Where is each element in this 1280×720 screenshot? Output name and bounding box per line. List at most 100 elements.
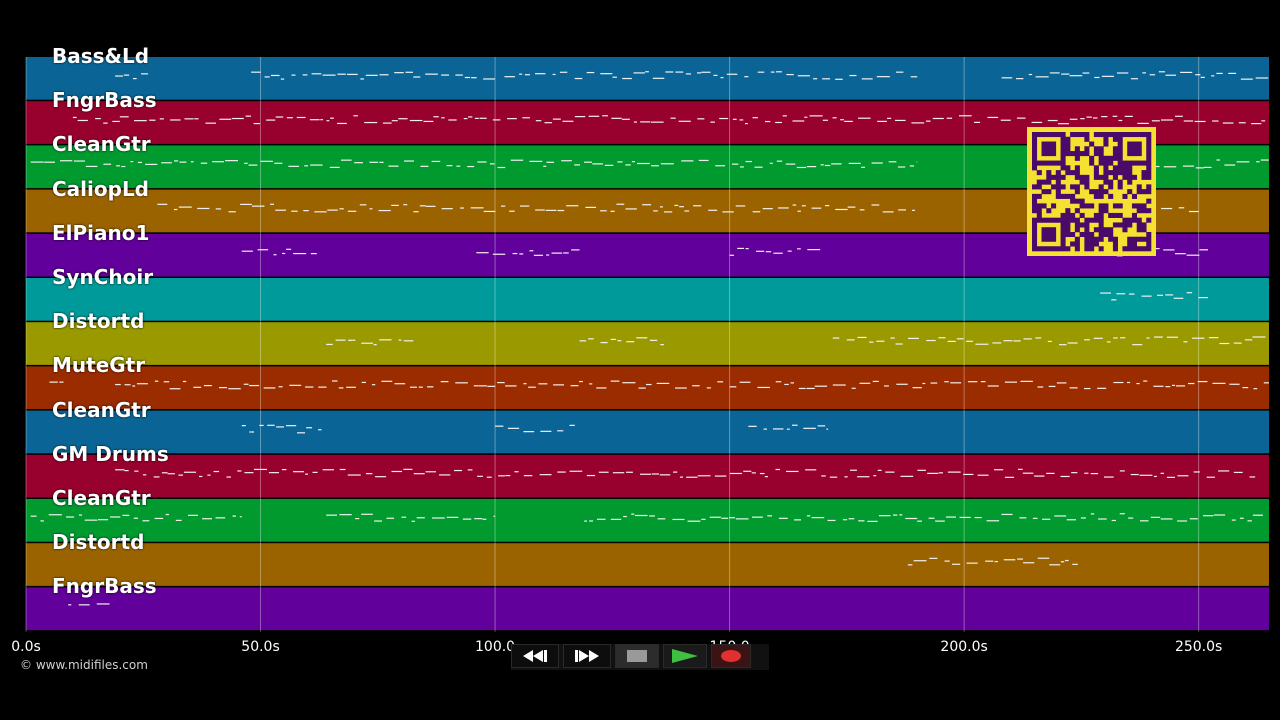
qr-cell: [1108, 231, 1114, 238]
qr-cell: [1089, 231, 1095, 238]
qr-cell: [1103, 170, 1109, 176]
qr-cell: [1036, 212, 1042, 218]
qr-cell: [1117, 155, 1123, 161]
qr-cell: [1093, 193, 1099, 199]
qr-cell: [1074, 246, 1080, 252]
play-button[interactable]: [663, 644, 707, 668]
qr-cell: [1041, 236, 1047, 242]
qr-cell: [1146, 241, 1152, 247]
qr-cell: [1127, 160, 1133, 166]
qr-cell: [1055, 170, 1061, 176]
qr-cell: [1122, 160, 1128, 166]
record-button[interactable]: [711, 644, 751, 668]
qr-cell: [1046, 146, 1052, 152]
qr-cell: [1032, 184, 1038, 190]
qr-cell: [1074, 151, 1080, 157]
qr-cell: [1103, 132, 1109, 138]
qr-cell: [1032, 231, 1038, 238]
track-label: FngrBass: [52, 574, 157, 599]
qr-cell: [1070, 198, 1076, 204]
qr-cell: [1074, 236, 1080, 242]
qr-cell: [1036, 208, 1042, 214]
qr-cell: [1060, 246, 1066, 252]
qr-cell: [1084, 231, 1090, 238]
qr-cell: [1112, 212, 1118, 218]
qr-cell: [1065, 141, 1071, 147]
qr-cell: [1065, 151, 1071, 157]
qr-cell: [1127, 189, 1133, 195]
qr-cell: [1146, 236, 1152, 242]
qr-cell: [1036, 203, 1042, 209]
qr-cell: [1036, 193, 1042, 199]
qr-cell: [1136, 189, 1142, 195]
qr-cell: [1032, 160, 1038, 166]
transport-bar: [511, 644, 769, 670]
qr-cell: [1065, 246, 1071, 252]
qr-cell: [1084, 174, 1090, 180]
qr-cell: [1065, 193, 1071, 199]
qr-cell: [1079, 179, 1085, 185]
qr-cell: [1084, 222, 1090, 228]
qr-cell: [1146, 174, 1152, 180]
qr-cell: [1136, 246, 1142, 252]
qr-cell: [1093, 174, 1099, 180]
qr-cell: [1060, 155, 1066, 161]
qr-cell: [1036, 179, 1042, 185]
qr-cell: [1079, 212, 1085, 218]
qr-cell: [1060, 160, 1066, 166]
stop-button[interactable]: [615, 644, 659, 668]
rewind-button[interactable]: [511, 644, 559, 668]
qr-cell: [1060, 227, 1066, 233]
qr-cell: [1051, 132, 1057, 138]
qr-cell: [1103, 208, 1109, 214]
qr-cell: [1136, 160, 1142, 166]
qr-cell: [1032, 136, 1038, 142]
qr-cell: [1122, 222, 1128, 228]
qr-cell: [1093, 227, 1099, 233]
qr-cell: [1074, 227, 1080, 233]
qr-cell: [1032, 146, 1038, 152]
qr-cell: [1103, 165, 1109, 171]
qr-cell: [1093, 241, 1099, 247]
qr-cell: [1051, 203, 1057, 209]
qr-cell: [1089, 155, 1095, 161]
qr-cell: [1117, 132, 1123, 138]
qr-cell: [1131, 246, 1138, 252]
qr-cell: [1041, 141, 1047, 147]
qr-cell: [1041, 179, 1047, 185]
qr-cell: [1127, 222, 1133, 228]
qr-cell: [1136, 222, 1142, 228]
tick-label: 0.0s: [11, 639, 41, 655]
qr-cell: [1046, 170, 1052, 176]
qr-cell: [1079, 174, 1085, 180]
qr-cell: [1032, 155, 1038, 161]
qr-cell: [1089, 241, 1095, 247]
qr-cell: [1065, 165, 1071, 171]
qr-cell: [1093, 212, 1099, 218]
qr-cell: [1117, 179, 1123, 185]
qr-cell: [1141, 222, 1147, 228]
qr-cell: [1131, 151, 1138, 157]
qr-cell: [1146, 189, 1152, 195]
qr-cell: [1036, 184, 1042, 190]
qr-cell: [1074, 132, 1080, 138]
qr-cell: [1146, 136, 1152, 142]
qr-cell: [1127, 236, 1133, 242]
qr-cell: [1141, 227, 1147, 233]
qr-cell: [1127, 170, 1133, 176]
qr-cell: [1098, 236, 1104, 242]
qr-cell: [1146, 160, 1152, 166]
qr-cell: [1146, 246, 1152, 252]
qr-cell: [1117, 170, 1123, 176]
track-label: GM Drums: [52, 441, 169, 466]
qr-cell: [1070, 193, 1076, 199]
qr-cell: [1060, 217, 1066, 223]
qr-cell: [1146, 132, 1152, 138]
qr-cell: [1070, 241, 1076, 247]
qr-cell: [1074, 155, 1080, 161]
fast-forward-button[interactable]: [563, 644, 611, 668]
qr-cell: [1074, 222, 1080, 228]
qr-cell: [1065, 208, 1071, 214]
qr-cell: [1136, 141, 1142, 147]
qr-cell: [1122, 132, 1128, 138]
